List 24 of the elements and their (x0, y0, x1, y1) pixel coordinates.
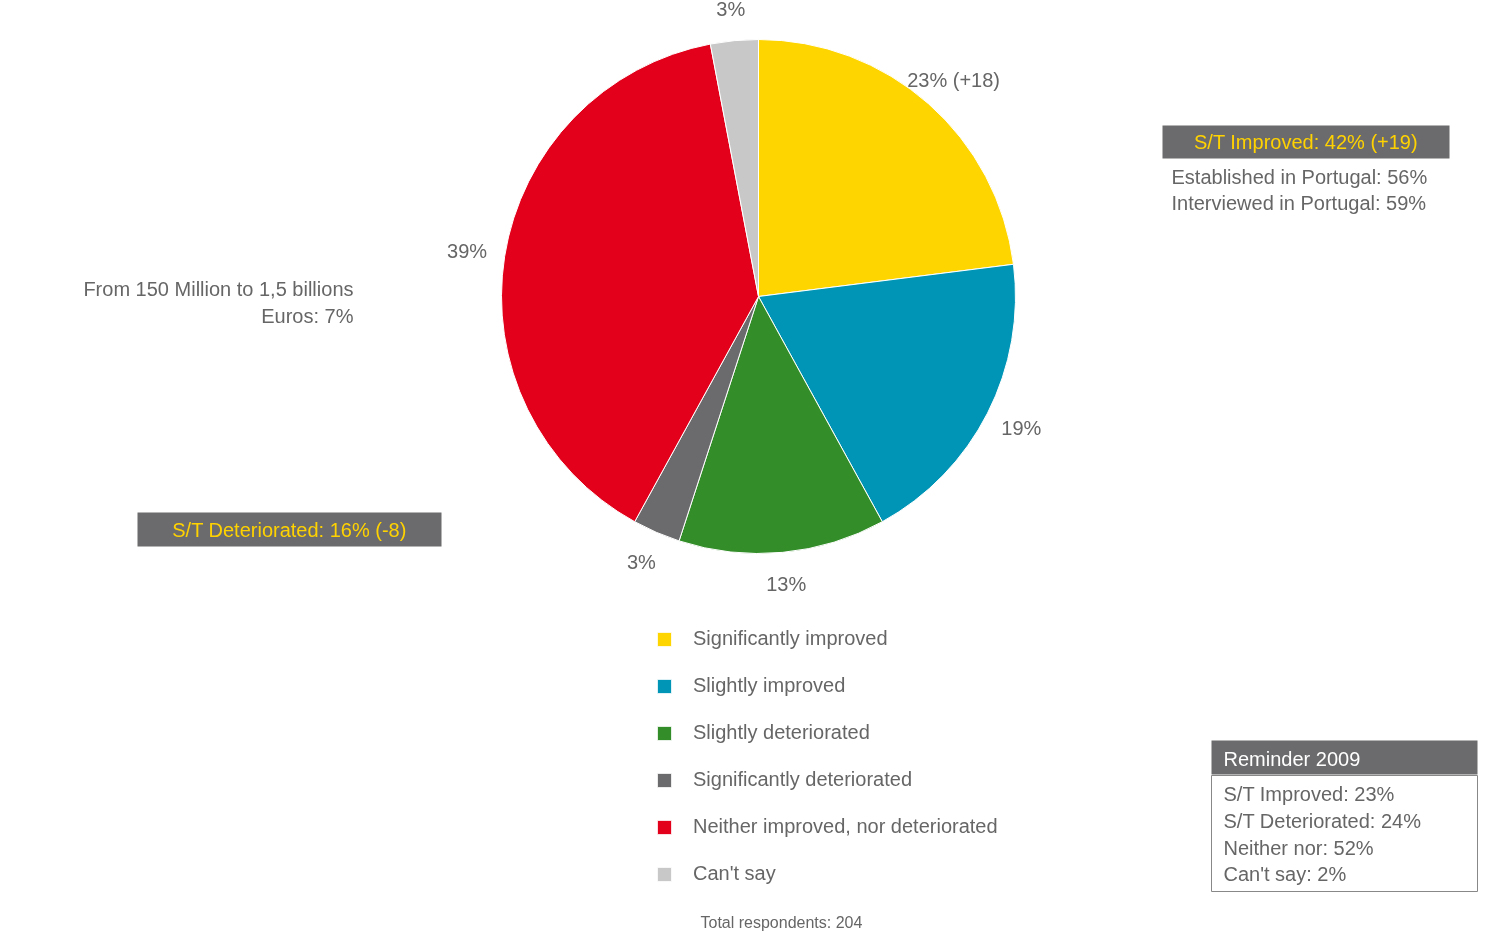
legend-label: Neither improved, nor deteriorated (693, 815, 998, 838)
data-label: 13% (766, 573, 807, 596)
text: Reminder 2009 (1223, 747, 1361, 770)
text: Interviewed in Portugal: 59% (1171, 191, 1427, 214)
data-label: 19% (1001, 416, 1042, 439)
text: S/T Deteriorated: 16% (-8) (172, 518, 407, 541)
data-label: 3% (626, 550, 657, 573)
data-label: 39% (447, 240, 488, 263)
legend-label: Slightly deteriorated (693, 721, 870, 744)
text: S/T Improved: 42% (+19) (1194, 130, 1418, 153)
text: Established in Portugal: 56% (1171, 165, 1428, 188)
text: Can't say: 2% (1223, 862, 1347, 885)
text: S/T Deteriorated: 24% (1223, 809, 1422, 832)
text: Euros: 7% (261, 304, 354, 327)
legend-label: Slightly improved (693, 674, 846, 697)
text: Total respondents: 204 (700, 914, 863, 931)
data-label: 3% (716, 0, 746, 20)
legend-label: Significantly deteriorated (693, 768, 913, 791)
legend-label: Significantly improved (693, 627, 888, 650)
text: From 150 Million to 1,5 billions (83, 277, 354, 300)
legend-label: Can't say (693, 862, 776, 885)
text: Neither nor: 52% (1223, 836, 1374, 859)
text: S/T Improved: 23% (1223, 782, 1395, 805)
data-label: 23% (+18) (907, 68, 1001, 91)
